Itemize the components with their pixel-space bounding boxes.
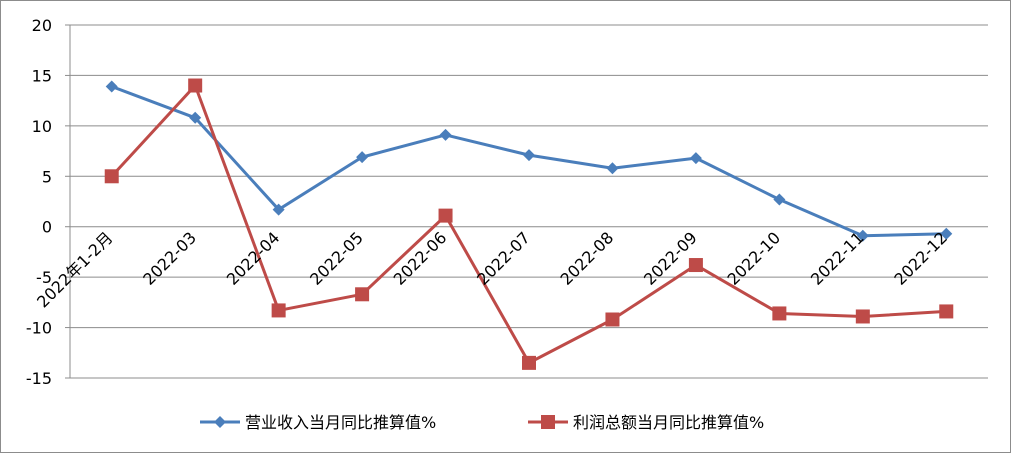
data-point-square: [605, 312, 620, 327]
data-point-square: [104, 169, 119, 184]
y-tick-label: -5: [36, 268, 52, 287]
data-point-diamond: [689, 152, 702, 165]
legend: 营业收入当月同比推算值% 利润总额当月同比推算值%: [200, 413, 764, 432]
series-layer: [104, 78, 954, 370]
y-tick-label: 10: [32, 117, 52, 136]
data-point-square: [438, 208, 453, 223]
y-tick-label: 15: [32, 66, 52, 85]
data-point-diamond: [523, 149, 535, 162]
y-tick-label: -10: [26, 319, 52, 338]
data-point-diamond: [773, 193, 786, 206]
data-point-diamond: [856, 229, 869, 242]
data-point-diamond: [105, 80, 118, 93]
y-tick-label: 20: [32, 16, 52, 35]
data-point-square: [355, 287, 370, 302]
data-point-diamond: [272, 203, 285, 216]
series-1: [105, 80, 953, 242]
series-2: [104, 78, 954, 370]
data-point-diamond: [940, 227, 953, 240]
data-point-diamond: [439, 128, 452, 141]
y-axis-ticks: 20 15 10 5 0 -5 -10 -15: [26, 16, 52, 388]
data-point-diamond: [356, 151, 369, 164]
legend-marker-square: [541, 415, 555, 429]
legend-item-2: 利润总额当月同比推算值%: [528, 413, 764, 432]
data-point-square: [939, 304, 954, 319]
data-point-square: [522, 355, 536, 370]
data-point-diamond: [606, 162, 619, 175]
data-point-square: [271, 303, 286, 318]
gridlines: [65, 24, 988, 379]
data-point-square: [188, 78, 203, 93]
legend-item-1: 营业收入当月同比推算值%: [200, 413, 436, 432]
y-tick-label: 0: [42, 218, 52, 237]
data-point-square: [855, 309, 870, 324]
legend-marker-diamond: [214, 416, 226, 428]
legend-label: 营业收入当月同比推算值%: [245, 413, 436, 432]
legend-label: 利润总额当月同比推算值%: [573, 413, 764, 432]
data-point-square: [772, 306, 787, 321]
y-tick-label: -15: [26, 369, 52, 388]
data-point-square: [688, 258, 703, 273]
y-tick-label: 5: [42, 167, 52, 186]
data-point-diamond: [189, 111, 202, 124]
